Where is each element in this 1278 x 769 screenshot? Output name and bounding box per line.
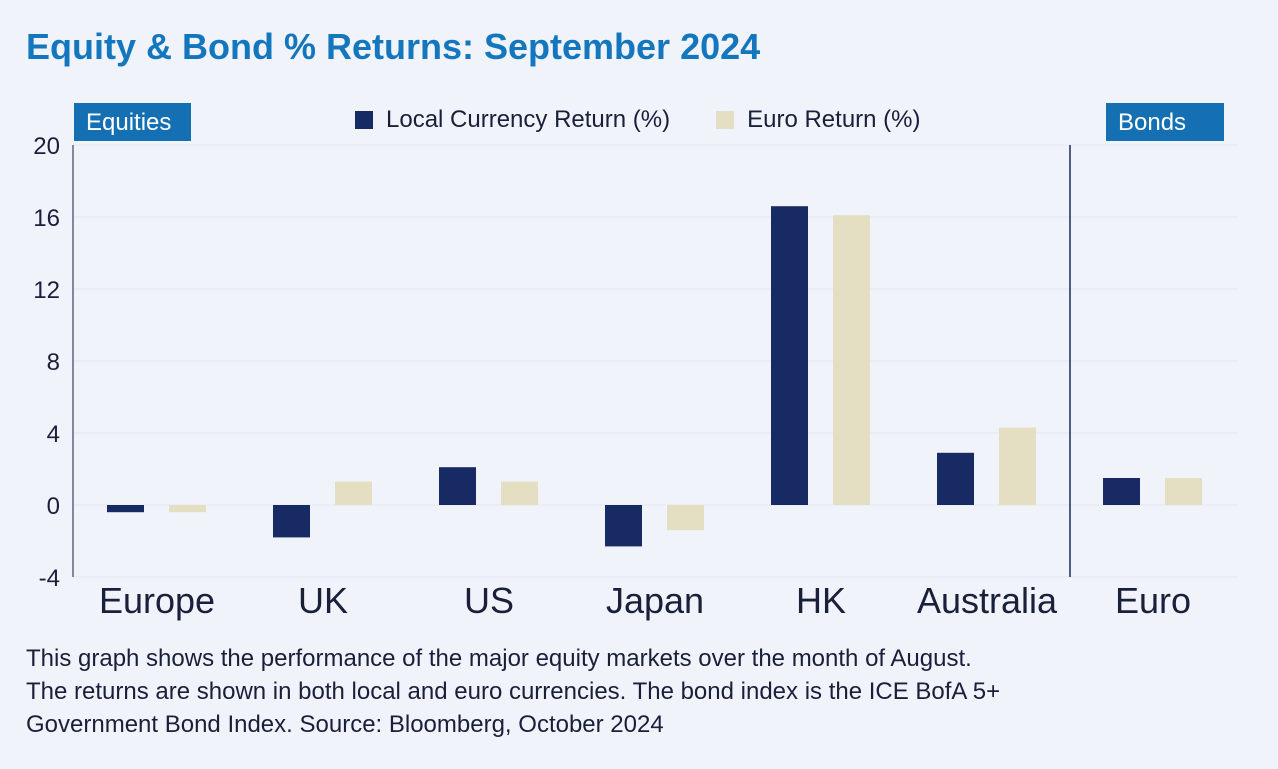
legend-swatch-local xyxy=(355,111,373,129)
caption-line: The returns are shown in both local and … xyxy=(26,678,1001,705)
x-category-label: Euro xyxy=(1115,580,1191,621)
bar-euro xyxy=(169,505,206,513)
chart-title: Equity & Bond % Returns: September 2024 xyxy=(26,26,761,67)
y-tick-label: -4 xyxy=(39,565,60,592)
bonds-section-label: Bonds xyxy=(1106,103,1224,141)
bar-local-currency xyxy=(439,467,476,505)
legend-swatch-euro xyxy=(716,111,735,129)
bar-euro xyxy=(1165,478,1202,505)
bar-euro xyxy=(501,481,538,505)
bar-euro xyxy=(999,427,1036,505)
y-tick-label: 4 xyxy=(47,421,60,448)
bar-euro xyxy=(667,505,704,531)
x-category-label: US xyxy=(464,580,514,621)
bar-local-currency xyxy=(1103,478,1140,505)
bar-euro xyxy=(833,215,870,505)
bar-local-currency xyxy=(107,505,144,513)
x-category-label: Japan xyxy=(606,580,704,621)
caption: This graph shows the performance of the … xyxy=(26,642,1246,741)
legend-label-local: Local Currency Return (%) xyxy=(386,106,671,133)
equities-section-label: Equities xyxy=(74,103,191,141)
x-category-label: Australia xyxy=(917,580,1058,621)
legend: Local Currency Return (%) Euro Return (%… xyxy=(355,104,967,136)
legend-item-euro: Euro Return (%) xyxy=(716,106,921,134)
bar-euro xyxy=(335,481,372,505)
caption-line: Government Bond Index. Source: Bloomberg… xyxy=(26,711,664,738)
y-tick-label: 0 xyxy=(47,493,60,520)
bar-local-currency xyxy=(605,505,642,547)
bar-local-currency xyxy=(273,505,310,538)
y-tick-label: 16 xyxy=(33,205,60,232)
y-tick-label: 20 xyxy=(33,133,60,160)
legend-label-euro: Euro Return (%) xyxy=(747,106,921,133)
bar-chart: 20 16 12 8 4 0 -4 Europe UK US Japan HK Australia Eur… xyxy=(33,133,1237,621)
y-tick-label: 12 xyxy=(33,277,60,304)
y-tick-label: 8 xyxy=(47,349,60,376)
caption-line: This graph shows the performance of the … xyxy=(26,645,972,672)
bar-local-currency xyxy=(771,206,808,505)
x-category-label: Europe xyxy=(99,580,215,621)
x-category-label: UK xyxy=(298,580,348,621)
bar-local-currency xyxy=(937,452,974,505)
x-category-label: HK xyxy=(796,580,846,621)
legend-item-local: Local Currency Return (%) xyxy=(355,106,670,134)
